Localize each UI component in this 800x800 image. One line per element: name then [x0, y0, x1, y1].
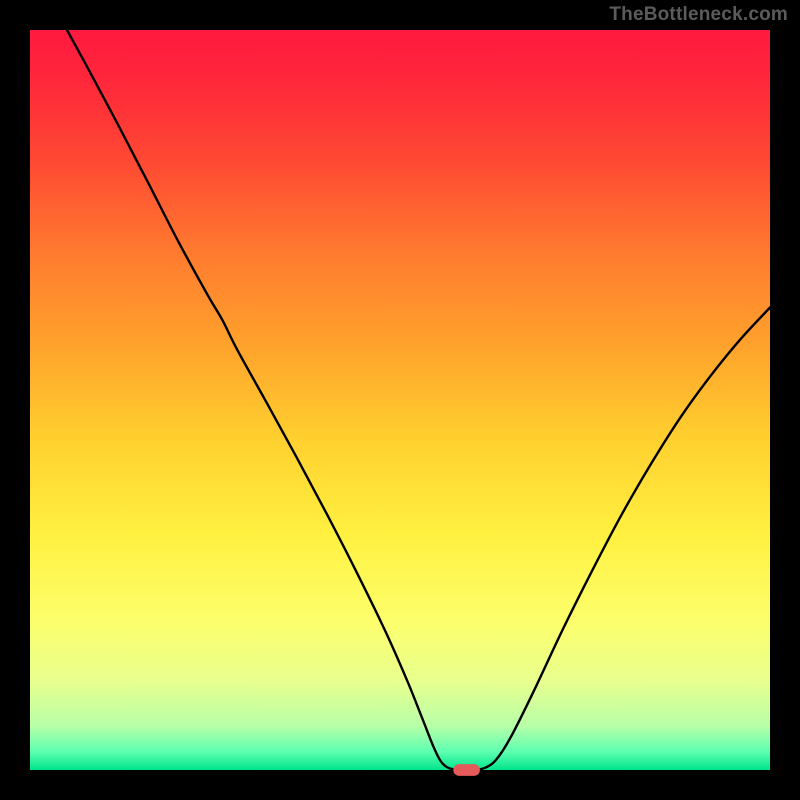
plot-background [30, 30, 770, 770]
chart-stage: TheBottleneck.com [0, 0, 800, 800]
optimal-marker [453, 764, 480, 776]
watermark-text: TheBottleneck.com [609, 4, 788, 26]
bottleneck-chart [0, 0, 800, 800]
